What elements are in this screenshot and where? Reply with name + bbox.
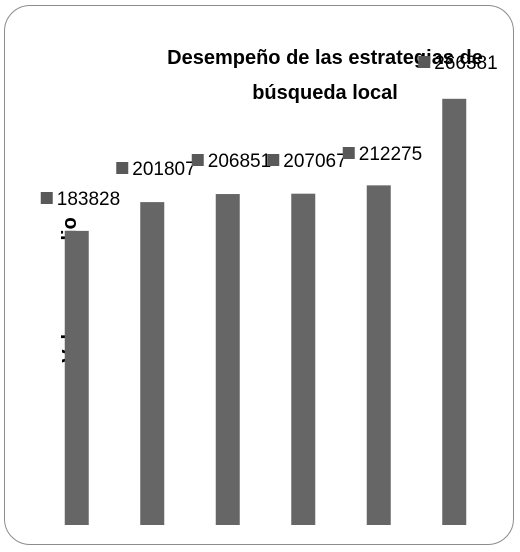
data-label-text-3: 206851 [208, 151, 271, 172]
data-label-text-5: 212275 [359, 144, 422, 165]
data-label-text-2: 201807 [132, 159, 195, 180]
data-label-4: 207067 [267, 151, 347, 172]
bar-4 [291, 193, 316, 525]
bar-1 [64, 230, 89, 526]
bars-group [64, 98, 467, 526]
data-label-text-6: 266381 [434, 53, 497, 74]
data-label-marker-1 [40, 192, 53, 204]
data-label-1: 183828 [40, 189, 120, 210]
data-label-marker-5 [342, 147, 355, 159]
bar-2 [140, 202, 165, 525]
data-label-marker-6 [418, 56, 431, 68]
chart-frame [4, 5, 514, 545]
data-label-5: 212275 [342, 144, 422, 165]
data-label-3: 206851 [191, 151, 271, 172]
bar-5 [366, 185, 391, 526]
chart-title-line-1: Desempeño de las estrategias de [167, 47, 483, 69]
data-label-marker-2 [116, 162, 129, 174]
bar-3 [215, 194, 240, 526]
chart-title-line-2: búsqueda local [252, 82, 398, 104]
data-label-text-4: 207067 [283, 151, 346, 172]
data-label-marker-4 [267, 154, 280, 166]
bar-6 [442, 98, 467, 525]
data-labels-group: 183828 201807 206851 207067 212275 266381 [40, 53, 498, 210]
data-label-2: 201807 [116, 159, 196, 180]
data-label-text-1: 183828 [57, 189, 120, 210]
data-label-6: 266381 [418, 53, 498, 74]
data-label-marker-3 [191, 154, 204, 166]
